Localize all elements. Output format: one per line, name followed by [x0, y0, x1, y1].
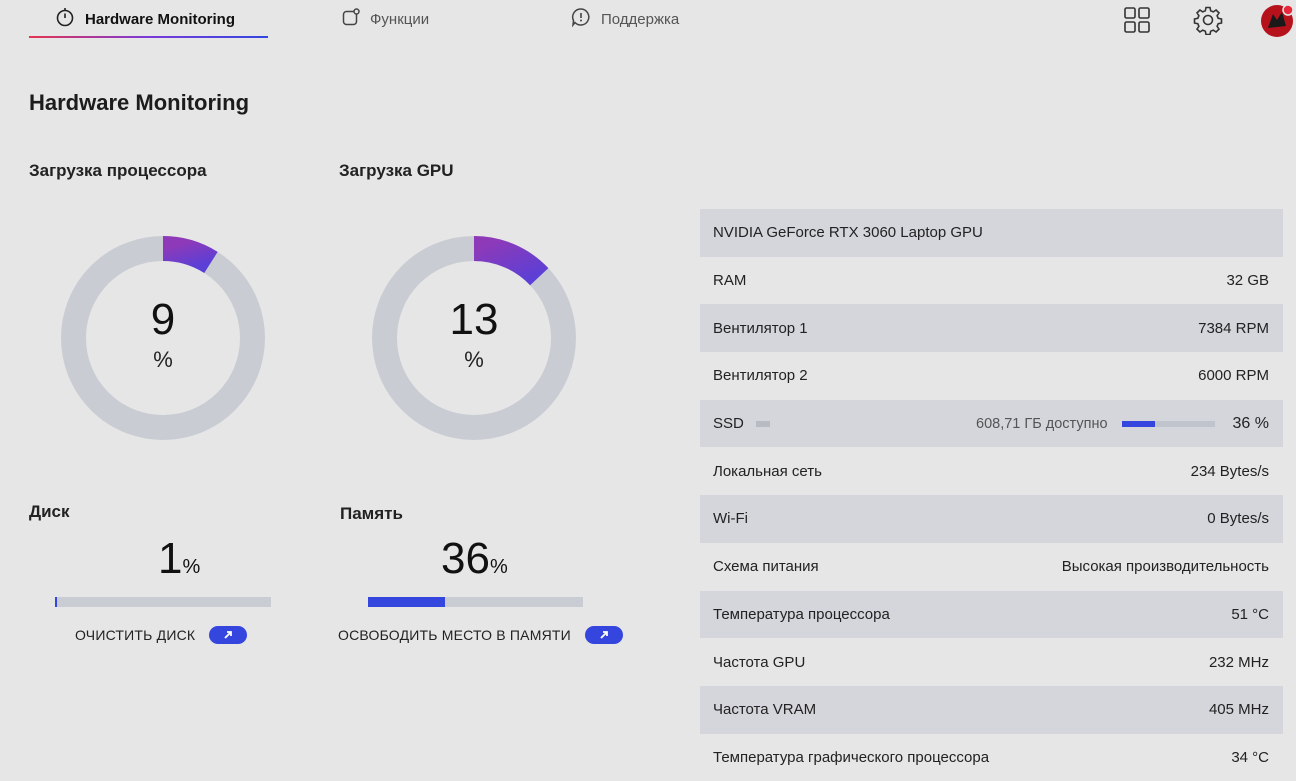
memory-usage-unit: %	[489, 556, 508, 578]
ssd-available: 608,71 ГБ доступно	[976, 415, 1108, 432]
apps-grid-icon[interactable]	[1121, 4, 1153, 36]
free-memory-button[interactable]: ОСВОБОДИТЬ МЕСТО В ПАМЯТИ	[338, 626, 623, 644]
gear-icon[interactable]	[1192, 4, 1224, 36]
row-label: Температура процессора	[713, 605, 890, 623]
info-row-cpu-temp: Температура процессора 51 °C	[700, 590, 1283, 639]
row-value: Высокая производительность	[1061, 558, 1269, 576]
tab-label: Hardware Monitoring	[85, 10, 236, 28]
row-label: Частота VRAM	[713, 701, 817, 719]
disk-usage-value: 1%	[158, 534, 200, 584]
ssd-drive-icon	[755, 421, 770, 428]
disk-usage-fill	[55, 597, 58, 607]
memory-usage-number: 36	[441, 534, 490, 583]
ssd-usage-value: 36 %	[1232, 414, 1269, 432]
support-icon	[571, 7, 591, 31]
row-value: 7384 RPM	[1198, 319, 1269, 337]
info-row-lan: Локальная сеть 234 Bytes/s	[700, 447, 1283, 495]
avatar[interactable]	[1260, 4, 1294, 38]
row-label: Частота GPU	[713, 653, 806, 671]
clean-disk-label: ОЧИСТИТЬ ДИСК	[75, 627, 196, 643]
free-memory-label: ОСВОБОДИТЬ МЕСТО В ПАМЯТИ	[338, 627, 571, 643]
memory-usage-value: 36%	[441, 534, 508, 584]
gpu-load-value: 13	[449, 295, 499, 344]
info-row-gpu-name: NVIDIA GeForce RTX 3060 Laptop GPU	[700, 209, 1283, 257]
row-label: Схема питания	[713, 558, 819, 576]
page-title: Hardware Monitoring	[29, 90, 250, 115]
info-row-power-plan: Схема питания Высокая производительность	[700, 543, 1283, 591]
tab-label: Функции	[370, 10, 430, 28]
feature-icon	[342, 8, 360, 30]
row-value: 34 °C	[1231, 748, 1269, 766]
row-label: Температура графического процессора	[713, 748, 990, 766]
clean-disk-button[interactable]: ОЧИСТИТЬ ДИСК	[75, 626, 248, 644]
tab-hardware-monitoring[interactable]: Hardware Monitoring	[55, 0, 235, 38]
row-value: 51 °C	[1231, 605, 1269, 623]
row-label: Wi-Fi	[713, 510, 748, 528]
row-value: 234 Bytes/s	[1190, 462, 1269, 480]
row-value: 232 MHz	[1208, 653, 1269, 671]
info-row-ram: RAM 32 GB	[700, 257, 1283, 305]
row-label: SSD	[713, 415, 744, 433]
row-value: 6000 RPM	[1198, 367, 1269, 385]
tab-support[interactable]: Поддержка	[571, 0, 679, 38]
row-value: 32 GB	[1226, 272, 1269, 290]
tab-label: Поддержка	[601, 10, 680, 28]
info-row-fan-1: Вентилятор 1 7384 RPM	[700, 304, 1283, 353]
info-row-gpu-clock: Частота GPU 232 MHz	[700, 638, 1283, 686]
disk-usage-number: 1	[158, 534, 183, 583]
row-value: 405 MHz	[1208, 701, 1269, 719]
cpu-gauge: 9 %	[58, 233, 268, 443]
gpu-gauge: 13 %	[369, 233, 579, 443]
tab-functions[interactable]: Функции	[342, 0, 429, 38]
row-label: Вентилятор 1	[713, 319, 808, 337]
cpu-load-unit: %	[153, 347, 173, 372]
memory-usage-fill	[368, 597, 446, 607]
disk-usage-unit: %	[182, 556, 201, 578]
gpu-load-label: Загрузка GPU	[339, 161, 454, 180]
info-row-vram-clock: Частота VRAM 405 MHz	[700, 685, 1283, 734]
gpu-gauge-fill	[473, 236, 549, 286]
row-label: RAM	[713, 272, 747, 290]
row-value: 0 Bytes/s	[1207, 510, 1269, 528]
row-label: Вентилятор 2	[713, 367, 808, 385]
row-label: Локальная сеть	[713, 462, 822, 480]
memory-label: Память	[340, 504, 403, 523]
info-row-wifi: Wi-Fi 0 Bytes/s	[700, 495, 1283, 543]
disk-label: Диск	[29, 502, 70, 521]
timer-icon	[55, 7, 75, 31]
ssd-usage-bar	[1121, 420, 1215, 427]
rocket-icon	[584, 626, 623, 644]
memory-usage-bar	[368, 597, 583, 607]
cpu-load-label: Загрузка процессора	[29, 161, 207, 180]
active-tab-indicator	[29, 36, 268, 38]
cpu-gauge-fill	[162, 236, 218, 274]
info-row-gpu-temp: Температура графического процессора 34 °…	[700, 734, 1283, 781]
gpu-load-unit: %	[464, 347, 484, 372]
ssd-usage-fill	[1121, 420, 1155, 427]
gpu-name: NVIDIA GeForce RTX 3060 Laptop GPU	[713, 224, 983, 242]
info-row-fan-2: Вентилятор 2 6000 RPM	[700, 352, 1283, 400]
disk-usage-bar	[55, 597, 271, 607]
hardware-info-table: NVIDIA GeForce RTX 3060 Laptop GPU RAM 3…	[700, 209, 1283, 781]
rocket-icon	[209, 626, 248, 644]
cpu-load-value: 9	[150, 295, 176, 344]
info-row-ssd: SSD 608,71 ГБ доступно 36 %	[700, 399, 1283, 448]
